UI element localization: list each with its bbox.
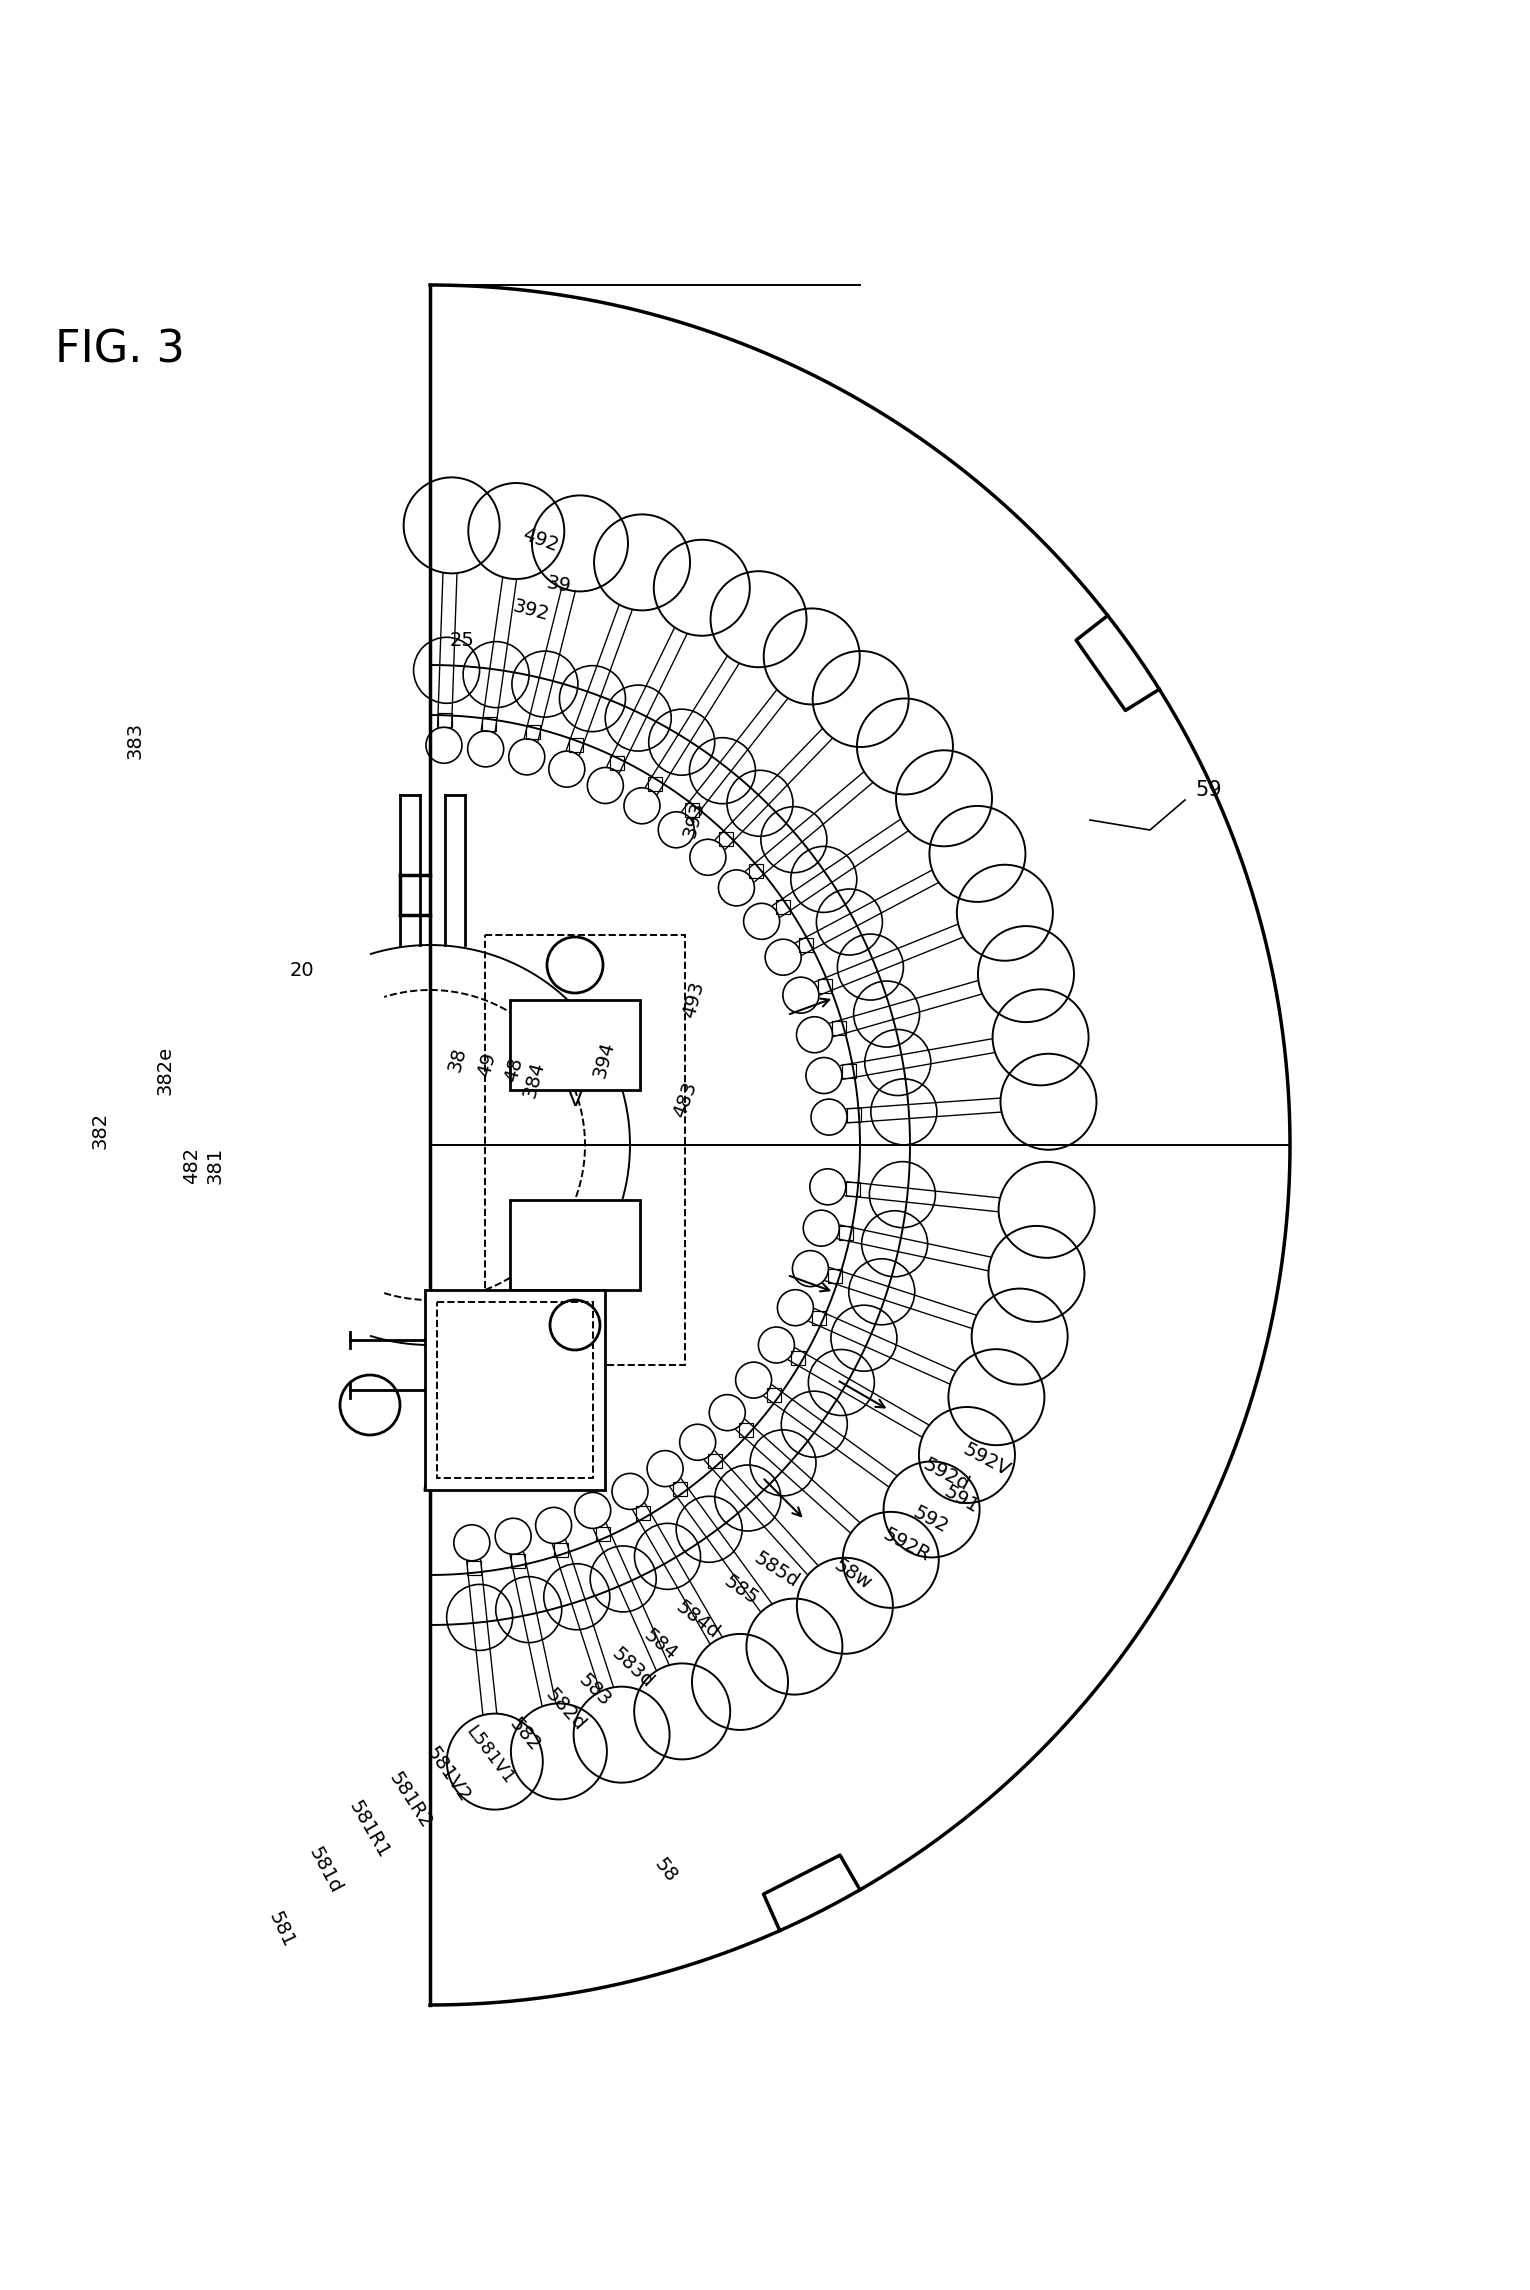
Bar	[750, 866, 763, 879]
Text: 383: 383	[125, 721, 144, 758]
Bar	[597, 1527, 610, 1541]
Text: 582: 582	[505, 1715, 543, 1756]
Text: 582d: 582d	[542, 1685, 589, 1736]
Bar	[719, 831, 733, 845]
Text: 58: 58	[650, 1855, 681, 1885]
Text: V: V	[568, 1090, 583, 1111]
Bar	[673, 1482, 687, 1495]
Bar	[649, 776, 662, 790]
Text: 384: 384	[520, 1060, 548, 1101]
Text: 381: 381	[205, 1147, 225, 1184]
Text: 585: 585	[721, 1571, 762, 1608]
Bar	[832, 1021, 846, 1035]
Text: 49: 49	[474, 1051, 500, 1079]
Text: FIG. 3: FIG. 3	[55, 327, 185, 371]
Text: 581V2: 581V2	[422, 1743, 474, 1807]
Text: 493: 493	[679, 980, 708, 1021]
Bar	[509, 1001, 640, 1090]
Bar	[526, 726, 540, 740]
Text: 394: 394	[591, 1040, 618, 1081]
Bar	[482, 717, 496, 731]
Bar	[799, 939, 812, 953]
Text: 583: 583	[575, 1669, 615, 1711]
Text: 592: 592	[910, 1502, 952, 1537]
Text: 592R: 592R	[880, 1525, 933, 1566]
Text: 25: 25	[450, 630, 474, 650]
Bar	[791, 1351, 805, 1365]
Bar	[848, 1108, 861, 1122]
Text: 591: 591	[939, 1482, 982, 1518]
Text: 392: 392	[509, 595, 551, 623]
Bar	[776, 900, 789, 914]
Bar	[609, 756, 624, 769]
Text: 581R2: 581R2	[386, 1768, 436, 1832]
Bar	[685, 804, 699, 818]
Bar	[739, 1422, 753, 1436]
Text: 39: 39	[545, 572, 572, 595]
Text: 581d: 581d	[304, 1843, 346, 1896]
Text: 581R1: 581R1	[344, 1798, 393, 1862]
Bar	[828, 1269, 842, 1282]
Bar	[511, 1555, 525, 1569]
Bar	[767, 1388, 782, 1401]
Bar	[636, 1507, 650, 1521]
Text: 382: 382	[90, 1111, 110, 1150]
Bar	[817, 978, 831, 992]
Bar	[425, 1289, 604, 1491]
Text: 58w: 58w	[829, 1555, 875, 1594]
Bar	[838, 1227, 854, 1241]
Bar	[846, 1182, 860, 1195]
Bar	[509, 1200, 640, 1289]
Text: 585d: 585d	[750, 1548, 802, 1592]
Text: 584: 584	[640, 1626, 681, 1665]
Text: 59: 59	[1195, 781, 1221, 799]
Text: 48: 48	[502, 1056, 526, 1085]
Text: 581: 581	[265, 1910, 298, 1951]
Bar	[708, 1454, 722, 1468]
Bar	[554, 1543, 569, 1557]
Text: 382e: 382e	[156, 1047, 174, 1095]
Text: 492: 492	[520, 524, 562, 554]
Text: 592d: 592d	[920, 1454, 973, 1495]
Bar	[468, 1562, 482, 1576]
Bar	[812, 1312, 826, 1326]
Text: 592V: 592V	[959, 1440, 1013, 1479]
Text: 393: 393	[679, 799, 708, 840]
Bar	[569, 737, 583, 751]
Text: 584d: 584d	[672, 1596, 722, 1642]
Text: L581V1: L581V1	[462, 1722, 517, 1788]
Bar	[438, 1303, 594, 1477]
Bar	[485, 934, 685, 1365]
Text: 583d: 583d	[607, 1644, 658, 1692]
Bar	[842, 1065, 857, 1079]
Text: 38: 38	[445, 1047, 470, 1074]
Text: 482: 482	[182, 1147, 202, 1184]
Text: 483: 483	[670, 1079, 701, 1120]
Bar	[438, 712, 451, 726]
Text: 20: 20	[291, 960, 315, 980]
